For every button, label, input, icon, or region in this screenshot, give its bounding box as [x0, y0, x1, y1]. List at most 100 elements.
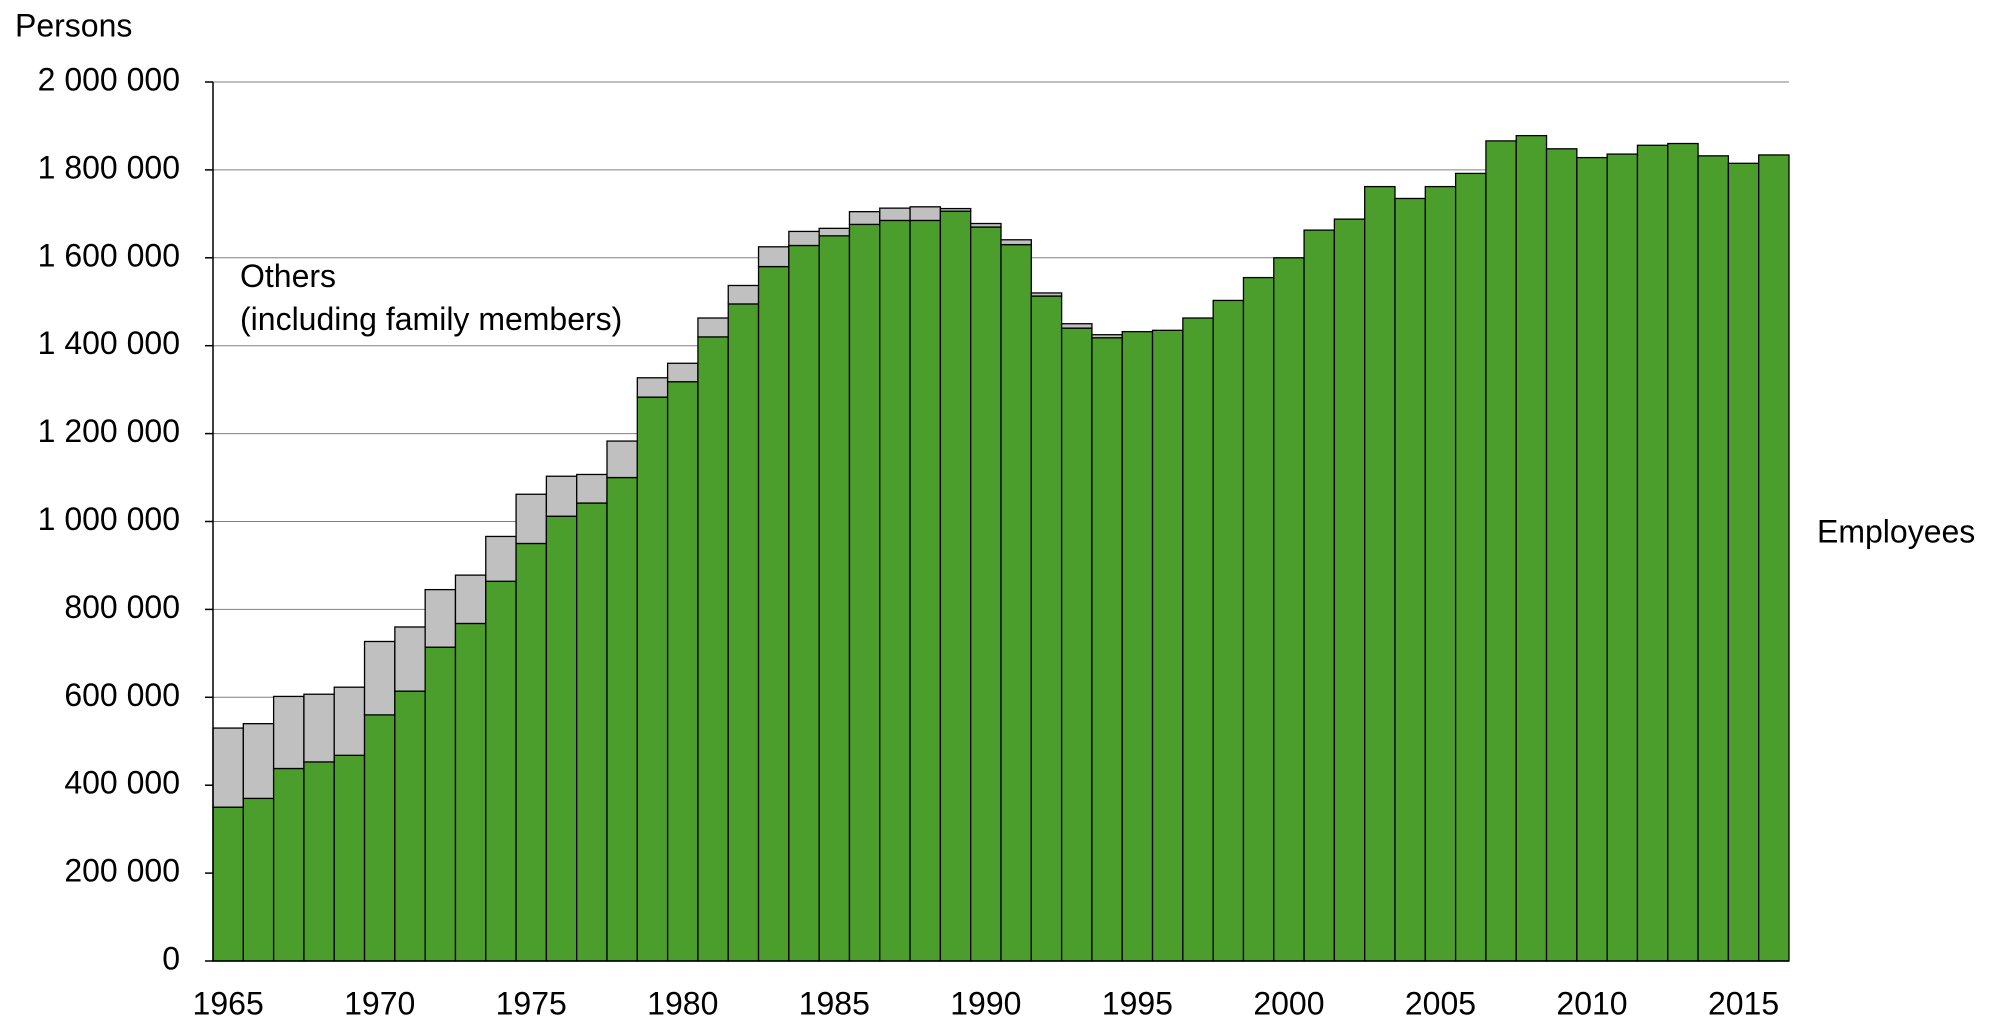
bar-segment	[1364, 185, 1396, 962]
bar-segment	[1091, 337, 1123, 962]
bar-segment	[879, 219, 911, 962]
y-tick-label: 200 000	[64, 853, 180, 889]
bar-segment	[1151, 329, 1184, 962]
x-tick-label: 2010	[1556, 985, 1627, 1021]
bar-segment	[757, 265, 790, 962]
bar-segment	[1758, 154, 1790, 962]
bar-segment	[1424, 185, 1457, 962]
bar-segment	[576, 473, 608, 504]
bar-segment	[1576, 156, 1608, 962]
x-tick-label: 2015	[1708, 985, 1779, 1021]
y-tick-label: 1 000 000	[38, 501, 180, 537]
bar-segment	[1000, 239, 1032, 246]
bar-segment	[1030, 292, 1063, 297]
y-tick-label: 400 000	[64, 765, 180, 801]
bar-segment	[697, 317, 729, 338]
bar-segment	[333, 754, 366, 962]
x-tick-label: 1970	[344, 985, 415, 1021]
bar-segment	[1091, 334, 1123, 339]
bar-segment	[848, 211, 881, 226]
legend-label: Others (including family members)	[240, 258, 622, 337]
y-tick-label: 0	[162, 940, 180, 976]
x-tick-label: 1975	[496, 985, 567, 1021]
bar-segment	[788, 230, 820, 247]
y-tick-label: 1 200 000	[38, 413, 180, 449]
bar-segment	[424, 588, 457, 648]
bar-segment	[272, 767, 305, 962]
bar-segment	[1515, 134, 1548, 962]
bar-segment	[970, 222, 1002, 228]
x-tick-label: 2005	[1405, 985, 1476, 1021]
x-tick-label: 1965	[193, 985, 264, 1021]
x-tick-label: 1995	[1102, 985, 1173, 1021]
bar-segment	[1030, 295, 1063, 962]
bar-segment	[818, 235, 851, 962]
y-tick-label: 800 000	[64, 589, 180, 625]
bar-segment	[212, 806, 244, 962]
bar-segment	[909, 219, 942, 962]
bar-segment	[1060, 323, 1093, 329]
bar-segment	[1394, 197, 1426, 962]
bar-segment	[606, 440, 638, 479]
bar-segment	[1000, 243, 1032, 962]
bar-segment	[303, 693, 335, 763]
bar-segment	[545, 475, 578, 517]
bar-segment	[1454, 172, 1487, 962]
bar-segment	[363, 640, 396, 716]
bar-segment	[242, 797, 275, 962]
bar-segment	[515, 542, 548, 962]
bar-segment	[394, 626, 426, 692]
x-tick-label: 1980	[647, 985, 718, 1021]
bar-segment	[394, 690, 426, 962]
bar-segment	[666, 381, 699, 962]
bar-segment	[545, 515, 578, 962]
bar-segment	[1333, 218, 1366, 962]
bar-segment	[939, 210, 972, 962]
bar-segment	[1121, 330, 1154, 962]
bar-segment	[1273, 257, 1305, 962]
bar-segment	[485, 535, 517, 582]
bar-segment	[727, 284, 760, 305]
bar-segment	[636, 377, 669, 398]
bar-segment	[1667, 142, 1699, 962]
bar-segment	[424, 646, 457, 962]
bar-segment	[212, 727, 244, 808]
bar-segment	[909, 206, 942, 222]
bar-segment	[576, 502, 608, 962]
bar-segment	[1697, 155, 1730, 962]
bar-segment	[727, 303, 760, 962]
bar-segment	[666, 362, 699, 383]
bar-segment	[485, 580, 517, 962]
bar-segment	[636, 396, 669, 962]
x-tick-label: 1990	[950, 985, 1021, 1021]
y-tick-label: 1 400 000	[38, 325, 180, 361]
y-axis-label: Persons	[15, 7, 132, 43]
bar-segment	[1636, 144, 1669, 962]
bar-segment	[333, 686, 366, 756]
bar-segment	[606, 476, 638, 962]
y-tick-label: 2 000 000	[38, 61, 180, 97]
bar-segment	[1606, 153, 1639, 962]
bar-segment	[1182, 317, 1214, 962]
bar-segment	[939, 207, 972, 212]
bar-segment	[1212, 299, 1245, 962]
bar-segment	[303, 761, 335, 962]
bar-segment	[1485, 140, 1517, 962]
bar-segment	[848, 223, 881, 962]
x-tick-label: 2000	[1253, 985, 1324, 1021]
bar-segment	[454, 622, 487, 962]
y-tick-label: 1 600 000	[38, 237, 180, 273]
legend-label: Employees	[1817, 513, 1975, 549]
bar-segment	[363, 714, 396, 962]
bar-segment	[1242, 276, 1275, 962]
bar-segment	[818, 227, 851, 237]
bar-segment	[454, 574, 487, 625]
bar-segment	[272, 695, 305, 770]
y-tick-label: 600 000	[64, 677, 180, 713]
bar-segment	[697, 336, 729, 962]
bar-segment	[757, 246, 790, 268]
bar-segment	[1545, 148, 1578, 962]
y-tick-label: 1 800 000	[38, 149, 180, 185]
bar-segment	[515, 493, 548, 545]
